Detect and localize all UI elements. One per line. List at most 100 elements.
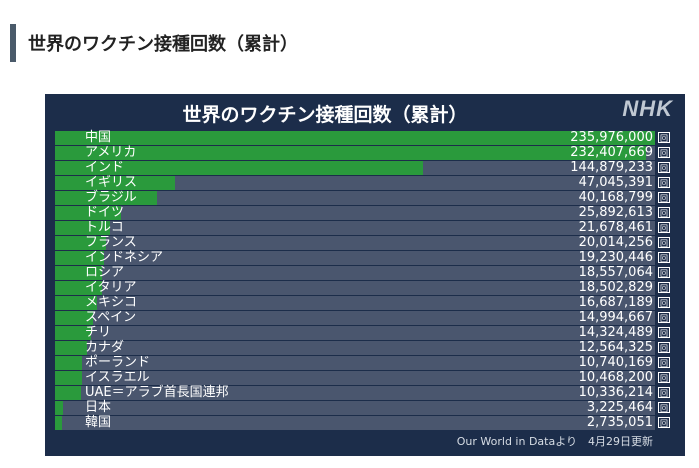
bar-label: イタリア — [85, 280, 137, 295]
unit-label: 回 — [658, 237, 670, 248]
unit-label: 回 — [658, 177, 670, 188]
bar-track — [55, 206, 655, 220]
bar — [55, 191, 157, 205]
data-label: 19,230,446 — [578, 250, 653, 265]
bar — [55, 176, 175, 190]
bar-track — [55, 161, 655, 175]
heading-accent-bar — [10, 24, 16, 62]
bar-label: 韓国 — [85, 415, 112, 430]
unit-label: 回 — [658, 282, 670, 293]
bar-label: アメリカ — [85, 145, 137, 160]
bar-track — [55, 416, 655, 430]
bar-label: 日本 — [85, 400, 112, 415]
bar — [55, 281, 102, 295]
bar — [55, 221, 110, 235]
unit-label: 回 — [658, 252, 670, 263]
unit-label: 回 — [658, 192, 670, 203]
unit-label: 回 — [658, 207, 670, 218]
bar-label: インド — [85, 160, 125, 175]
bar-track — [55, 371, 655, 385]
data-label: 14,324,489 — [578, 325, 653, 340]
bar — [55, 401, 63, 415]
nhk-logo: NHK — [622, 96, 673, 121]
bar-track — [55, 341, 655, 355]
bar-label: ドイツ — [85, 205, 125, 220]
page-title: 世界のワクチン接種回数（累計） — [28, 34, 298, 55]
data-label: 12,564,325 — [578, 340, 653, 355]
data-label: 3,225,464 — [586, 400, 653, 415]
bar-row: UAE＝アラブ首長国連邦 10,336,214 回 — [55, 385, 675, 400]
bar-row: チリ 14,324,489 回 — [55, 325, 675, 340]
bar — [55, 206, 121, 220]
data-label: 16,687,189 — [578, 295, 653, 310]
unit-label: 回 — [658, 342, 670, 353]
unit-label: 回 — [658, 312, 670, 323]
data-label: 20,014,256 — [578, 235, 653, 250]
bar-row: 中国 235,976,000 回 — [55, 130, 675, 145]
bar-track — [55, 281, 655, 295]
bar — [55, 326, 91, 340]
bar-row: インドネシア 19,230,446 回 — [55, 250, 675, 265]
unit-label: 回 — [658, 402, 670, 413]
data-label: 10,740,169 — [578, 355, 653, 370]
bar — [55, 311, 93, 325]
bar-track — [55, 221, 655, 235]
unit-label: 回 — [658, 162, 670, 173]
bar-row: トルコ 21,678,461 回 — [55, 220, 675, 235]
bar-row: インド 144,879,233 回 — [55, 160, 675, 175]
bar — [55, 146, 646, 160]
bar-track — [55, 176, 655, 190]
bar — [55, 266, 102, 280]
bar-label: スペイン — [85, 310, 137, 325]
bar-row: イスラエル 10,468,200 回 — [55, 370, 675, 385]
bar — [55, 371, 82, 385]
bar-row: 韓国 2,735,051 回 — [55, 415, 675, 430]
bar-label: チリ — [85, 325, 112, 340]
data-label: 10,468,200 — [578, 370, 653, 385]
bar-label: フランス — [85, 235, 137, 250]
bar-track — [55, 401, 655, 415]
bar — [55, 341, 87, 355]
bar-track — [55, 191, 655, 205]
bar-row: ロシア 18,557,064 回 — [55, 265, 675, 280]
bar-label: ポーランド — [85, 355, 151, 370]
data-label: 18,557,064 — [578, 265, 653, 280]
bar-row: スペイン 14,994,667 回 — [55, 310, 675, 325]
bar-track — [55, 266, 655, 280]
bar-label: 中国 — [85, 130, 112, 145]
bar-track — [55, 296, 655, 310]
bar-label: イスラエル — [85, 370, 150, 385]
unit-label: 回 — [658, 327, 670, 338]
bar — [55, 236, 106, 250]
unit-label: 回 — [658, 357, 670, 368]
bar-label: UAE＝アラブ首長国連邦 — [85, 385, 229, 400]
bar-label: トルコ — [85, 220, 124, 235]
page-heading: 世界のワクチン接種回数（累計） — [10, 24, 670, 62]
unit-label: 回 — [658, 222, 670, 233]
bar-row: ブラジル 40,168,799 回 — [55, 190, 675, 205]
unit-label: 回 — [658, 297, 670, 308]
bar-row: メキシコ 16,687,189 回 — [55, 295, 675, 310]
data-label: 18,502,829 — [578, 280, 653, 295]
bar — [55, 416, 62, 430]
bar-row: 日本 3,225,464 回 — [55, 400, 675, 415]
bar-label: イギリス — [85, 175, 138, 190]
data-label: 14,994,667 — [578, 310, 653, 325]
bar-row: ドイツ 25,892,613 回 — [55, 205, 675, 220]
bar — [55, 356, 82, 370]
data-label: 47,045,391 — [578, 175, 653, 190]
unit-label: 回 — [658, 132, 670, 143]
bar — [55, 296, 97, 310]
unit-label: 回 — [658, 417, 670, 428]
bar-row: フランス 20,014,256 回 — [55, 235, 675, 250]
chart-title: 世界のワクチン接種回数（累計） — [182, 104, 468, 126]
bar-row: イタリア 18,502,829 回 — [55, 280, 675, 295]
data-label: 235,976,000 — [570, 130, 653, 145]
bar-track — [55, 251, 655, 265]
bar — [55, 131, 655, 145]
data-label: 25,892,613 — [578, 205, 653, 220]
bar-row: アメリカ 232,407,669 回 — [55, 145, 675, 160]
data-label: 10,336,214 — [578, 385, 653, 400]
bar-track — [55, 146, 655, 160]
bar-label: ブラジル — [85, 190, 137, 205]
